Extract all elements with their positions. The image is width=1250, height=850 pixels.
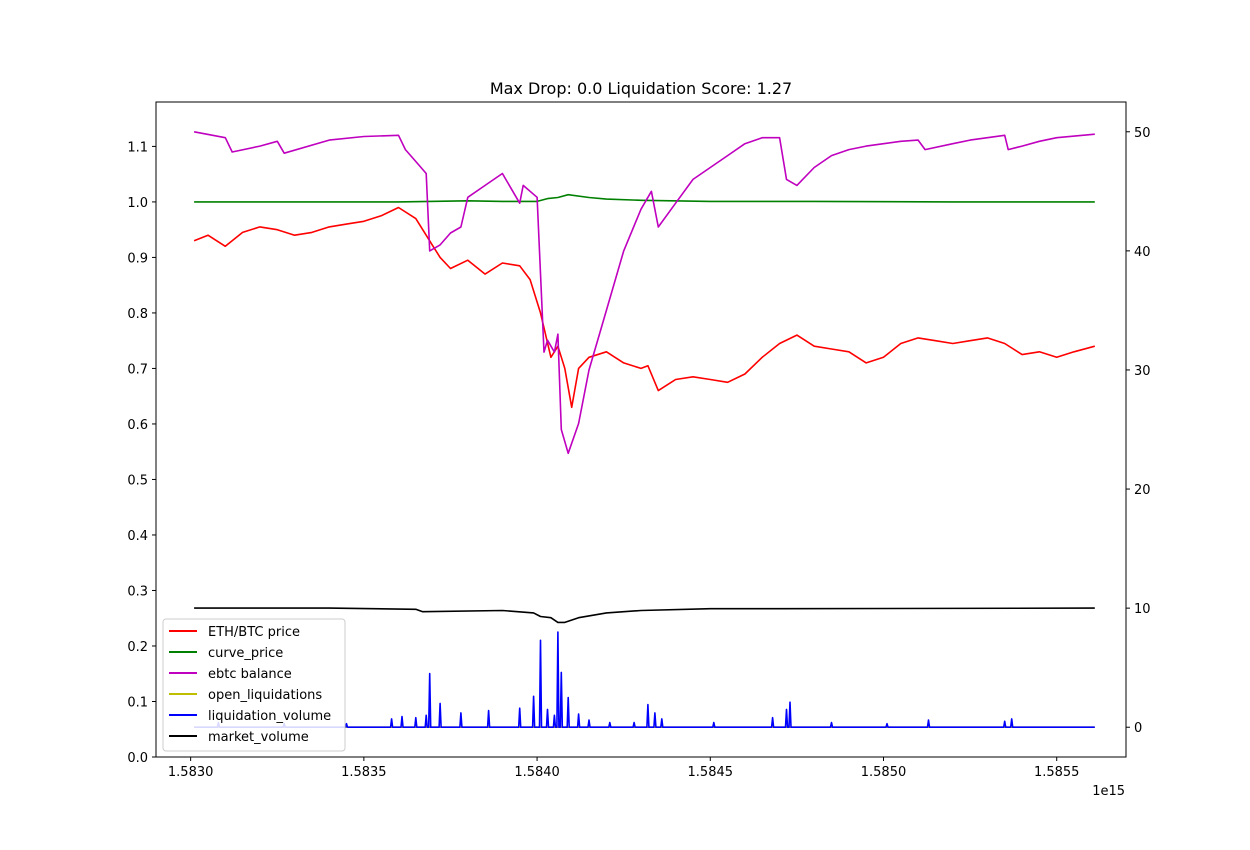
plot-frame [155,101,1127,758]
x-tick-label: 1.5840 [514,765,560,780]
y-left-tick-label: 0.9 [127,251,148,266]
y-left-tick-label: 0.5 [127,473,148,488]
legend-label-liquidation-volume: liquidation_volume [208,709,331,724]
y-axis-right: 0 10 20 30 40 50 [1126,126,1151,736]
chart-title: Max Drop: 0.0 Liquidation Score: 1.27 [490,79,792,98]
y-axis-left: 0.0 0.1 0.2 0.3 0.4 0.5 0.6 0.7 0.8 0.9 1.0 1.1 [127,140,156,766]
series-line-curve-price [194,193,1095,203]
legend-label-open-liquidations: open_liquidations [208,688,322,703]
x-axis: 1.5830 1.5835 1.5840 1.5845 1.5850 1.5855 [168,757,1080,780]
y-right-tick-label: 40 [1134,245,1151,260]
x-tick-label: 1.5830 [168,765,214,780]
x-tick-label: 1.5835 [341,765,387,780]
y-left-tick-label: 0.7 [127,362,148,377]
series-line-liquidation-volume [194,631,1095,728]
y-left-tick-label: 0.2 [127,640,148,655]
legend-box [162,618,346,752]
y-left-tick-label: 0.8 [127,307,148,322]
y-right-tick-label: 20 [1134,483,1151,498]
x-tick-label: 1.5855 [1034,765,1080,780]
legend-label-ebtc-balance: ebtc balance [208,667,292,682]
legend-label-eth-btc-price: ETH/BTC price [208,625,300,640]
series-line-market-volume [194,607,1095,624]
y-right-tick-label: 0 [1134,721,1142,736]
x-offset-label: 1e15 [1092,784,1125,799]
y-right-tick-label: 10 [1134,602,1151,617]
y-right-tick-label: 50 [1134,126,1151,141]
y-right-tick-label: 30 [1134,364,1151,379]
y-left-tick-label: 0.0 [127,751,148,766]
y-left-tick-label: 1.0 [127,196,148,211]
series-line-eth-btc-price [193,206,1096,409]
x-tick-label: 1.5850 [861,765,907,780]
y-left-tick-label: 0.1 [127,695,148,710]
y-left-tick-label: 1.1 [127,140,148,155]
series-line-ebtc-balance [193,131,1095,455]
x-tick-label: 1.5845 [688,765,734,780]
legend-label-market-volume: market_volume [208,730,309,745]
y-left-tick-label: 0.4 [127,529,148,544]
y-left-tick-label: 0.3 [127,584,148,599]
legend-label-curve-price: curve_price [208,646,283,661]
y-left-tick-label: 0.6 [127,418,148,433]
